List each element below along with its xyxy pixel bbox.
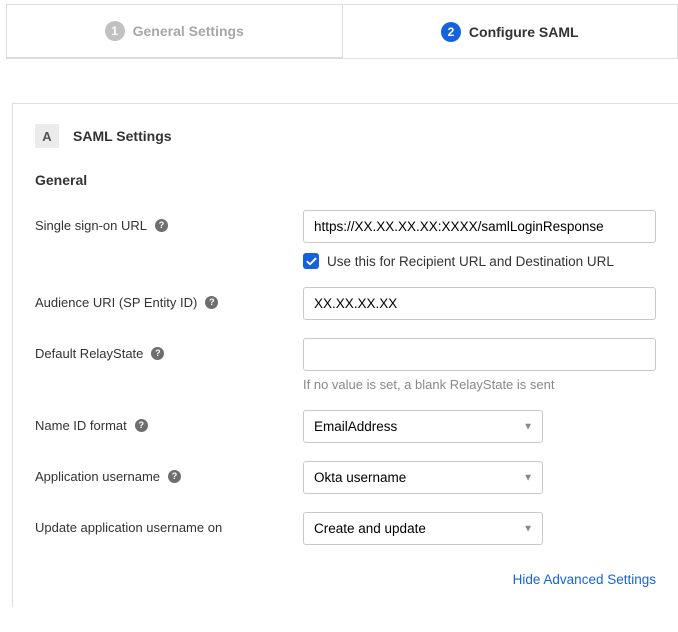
label-relay-state-text: Default RelayState	[35, 346, 143, 361]
label-sso-url: Single sign-on URL ?	[35, 210, 303, 233]
step-number-1: 1	[105, 21, 125, 41]
help-icon[interactable]: ?	[168, 470, 181, 483]
label-sso-url-text: Single sign-on URL	[35, 218, 147, 233]
tab-general-settings[interactable]: 1 General Settings	[6, 4, 342, 58]
application-username-select[interactable]: Okta username	[303, 461, 543, 494]
label-update-username-on-text: Update application username on	[35, 520, 222, 535]
update-username-on-select[interactable]: Create and update	[303, 512, 543, 545]
help-icon[interactable]: ?	[135, 419, 148, 432]
row-audience-uri: Audience URI (SP Entity ID) ?	[35, 287, 656, 320]
label-audience-uri: Audience URI (SP Entity ID) ?	[35, 287, 303, 310]
row-update-username-on: Update application username on Create an…	[35, 512, 656, 545]
help-icon[interactable]: ?	[205, 296, 218, 309]
name-id-format-select[interactable]: EmailAddress	[303, 410, 543, 443]
general-subheading: General	[35, 172, 656, 188]
label-audience-uri-text: Audience URI (SP Entity ID)	[35, 295, 197, 310]
saml-settings-panel: A SAML Settings General Single sign-on U…	[12, 103, 678, 607]
wizard-tabs: 1 General Settings 2 Configure SAML	[6, 4, 678, 59]
relay-state-hint: If no value is set, a blank RelayState i…	[303, 377, 656, 392]
label-update-username-on: Update application username on	[35, 512, 303, 535]
check-icon	[306, 256, 317, 267]
label-application-username: Application username ?	[35, 461, 303, 484]
advanced-settings-row: Hide Advanced Settings	[35, 571, 656, 587]
audience-uri-input[interactable]	[303, 287, 656, 320]
section-header: A SAML Settings	[35, 124, 656, 148]
tab-configure-label: Configure SAML	[469, 24, 579, 40]
help-icon[interactable]: ?	[151, 347, 164, 360]
tab-configure-saml[interactable]: 2 Configure SAML	[342, 4, 678, 58]
recipient-url-checkbox[interactable]	[303, 253, 319, 269]
row-application-username: Application username ? Okta username ▼	[35, 461, 656, 494]
row-name-id-format: Name ID format ? EmailAddress ▼	[35, 410, 656, 443]
row-sso-url: Single sign-on URL ? Use this for Recipi…	[35, 210, 656, 269]
sso-url-checkbox-row: Use this for Recipient URL and Destinati…	[303, 253, 656, 269]
label-application-username-text: Application username	[35, 469, 160, 484]
tab-general-label: General Settings	[133, 23, 244, 39]
label-relay-state: Default RelayState ?	[35, 338, 303, 361]
recipient-url-checkbox-label: Use this for Recipient URL and Destinati…	[327, 254, 614, 269]
hide-advanced-settings-link[interactable]: Hide Advanced Settings	[513, 572, 656, 587]
section-letter-badge: A	[35, 124, 59, 148]
sso-url-input[interactable]	[303, 210, 656, 243]
label-name-id-format-text: Name ID format	[35, 418, 127, 433]
help-icon[interactable]: ?	[155, 219, 168, 232]
row-relay-state: Default RelayState ? If no value is set,…	[35, 338, 656, 392]
section-title: SAML Settings	[73, 128, 172, 144]
relay-state-input[interactable]	[303, 338, 656, 371]
step-number-2: 2	[441, 22, 461, 42]
label-name-id-format: Name ID format ?	[35, 410, 303, 433]
